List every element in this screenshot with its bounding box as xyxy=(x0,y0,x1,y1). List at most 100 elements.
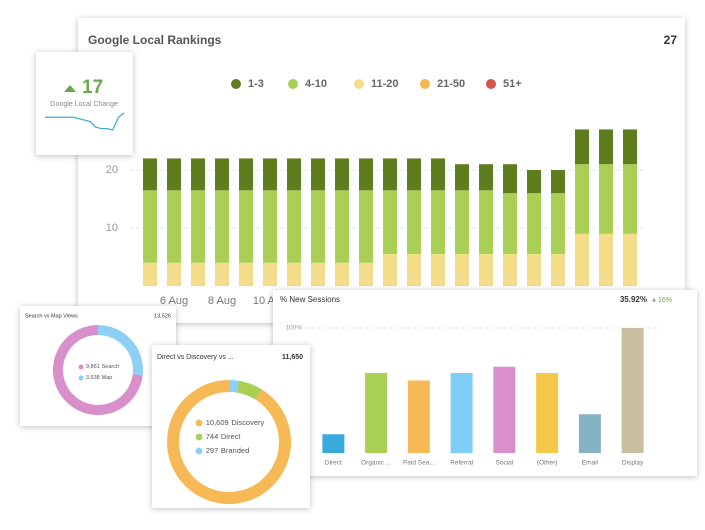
kpi-card: 17 Google Local Change xyxy=(36,52,133,155)
legend-label: 21-50 xyxy=(437,78,465,90)
bar-segment xyxy=(239,262,253,286)
bar-segment xyxy=(359,190,373,263)
x-tick-label: Referral xyxy=(450,460,474,467)
legend-name: Direct xyxy=(221,432,242,441)
headline: 27 xyxy=(664,33,678,47)
bar-segment xyxy=(143,262,157,286)
y-tick-label: 20 xyxy=(106,164,118,176)
bar-segment xyxy=(479,164,493,191)
bar-segment xyxy=(335,262,349,286)
x-tick-label: Display xyxy=(622,460,644,467)
x-tick-label: Social xyxy=(496,460,514,467)
headline: 35.92% xyxy=(620,295,647,304)
legend-swatch xyxy=(195,447,203,455)
bar-segment xyxy=(455,190,469,255)
bar-segment xyxy=(527,193,541,255)
x-tick-label: 8 Aug xyxy=(208,295,236,307)
bar-segment xyxy=(287,262,301,286)
bar-segment xyxy=(599,233,613,286)
bar xyxy=(450,373,473,453)
bar-segment xyxy=(263,158,277,191)
change: 16% xyxy=(658,297,672,304)
kpi: 17 Google Local Change xyxy=(45,77,125,131)
legend-label: 3,638 Map xyxy=(86,375,112,381)
legend-name: Search xyxy=(102,364,119,370)
discovery-chart: Direct vs Discovery vs ... 11,650 10,609… xyxy=(157,354,303,504)
bar-segment xyxy=(143,190,157,263)
legend-value: 744 xyxy=(206,432,219,441)
bar xyxy=(365,373,388,453)
legend-swatch xyxy=(420,79,430,89)
donut-slice xyxy=(236,380,263,400)
bar xyxy=(621,328,644,453)
bar-segment xyxy=(431,190,445,255)
bar-segment xyxy=(311,190,325,263)
bar-segment xyxy=(191,262,205,286)
change-arrow: ▲ xyxy=(651,298,657,304)
bar-segment xyxy=(311,262,325,286)
y-tick-label: 100% xyxy=(285,325,302,332)
bar-segment xyxy=(167,190,181,263)
bar-segment xyxy=(503,164,517,194)
bar-segment xyxy=(335,158,349,191)
bar-segment xyxy=(623,164,637,234)
donut-slice xyxy=(98,325,143,376)
bar-segment xyxy=(215,262,229,286)
bar-segment xyxy=(263,262,277,286)
rankings-chart: Google Local Rankings 27 10 20 6 Aug 8 Aug 1… xyxy=(88,33,678,307)
chart-title: Direct vs Discovery vs ... xyxy=(157,354,234,361)
legend-label: 11-20 xyxy=(371,78,399,90)
legend-value: 10,609 xyxy=(206,418,229,427)
bar-segment xyxy=(335,190,349,263)
donut-slice xyxy=(166,380,292,504)
search-map-card: Search vs Map Views 13,526 9,861 Search 3,… xyxy=(20,306,176,426)
legend-swatch xyxy=(78,375,84,381)
bar-segment xyxy=(551,254,565,286)
legend-value: 9,861 xyxy=(86,364,100,370)
x-tick-label: Email xyxy=(582,460,599,467)
legend-label: 10,609 Discovery xyxy=(206,418,265,427)
legend-name: Discovery xyxy=(231,418,264,427)
bar-segment xyxy=(479,190,493,255)
bar-segment xyxy=(383,158,397,191)
bar-segment xyxy=(239,158,253,191)
legend-name: Map xyxy=(102,375,113,381)
legend-swatch xyxy=(354,79,364,89)
search-map-chart: Search vs Map Views 13,526 9,861 Search 3,… xyxy=(25,313,171,415)
bar-segment xyxy=(431,158,445,191)
donut-slice xyxy=(229,380,239,393)
bar-segment xyxy=(503,254,517,286)
bar-segment xyxy=(215,158,229,191)
legend-label: 51+ xyxy=(503,78,522,90)
legend-label: 4-10 xyxy=(305,78,327,90)
bar xyxy=(407,380,430,453)
bar-segment xyxy=(551,170,565,194)
legend-label: 744 Direct xyxy=(206,432,242,441)
legend-swatch xyxy=(486,79,496,89)
bar-segment xyxy=(191,158,205,191)
total: 13,526 xyxy=(154,313,171,319)
total: 11,650 xyxy=(282,354,303,361)
bar-segment xyxy=(143,158,157,191)
bar-segment xyxy=(263,190,277,263)
bar-segment xyxy=(407,190,421,255)
bar-segment xyxy=(287,190,301,263)
bar-segment xyxy=(191,190,205,263)
bar-segment xyxy=(407,254,421,286)
sessions-card: % New Sessions 35.92% ▲ 16% 100% Direct Or… xyxy=(273,290,697,476)
bar-segment xyxy=(455,254,469,286)
bar-segment xyxy=(575,164,589,234)
legend-value: 297 xyxy=(206,446,219,455)
bar-segment xyxy=(527,170,541,194)
sparkline xyxy=(45,112,125,131)
bar-segment xyxy=(311,158,325,191)
legend-label: 1-3 xyxy=(248,78,264,90)
bar-segment xyxy=(359,158,373,191)
bar-segment xyxy=(359,262,373,286)
bar-segment xyxy=(383,190,397,255)
bar-segment xyxy=(431,254,445,286)
x-tick-label: Organic ... xyxy=(361,460,391,467)
bar-segment xyxy=(527,254,541,286)
chart-title: Search vs Map Views xyxy=(25,313,78,319)
kpi-value: 17 xyxy=(82,77,103,98)
